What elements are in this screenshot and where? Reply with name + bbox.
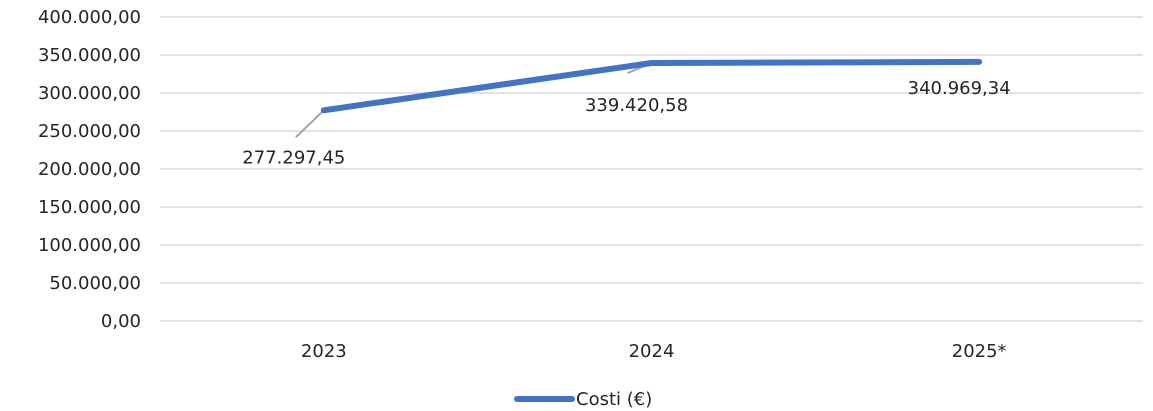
x-tick-label: 2025* [952,341,1007,362]
y-tick-label: 400.000,00 [38,7,141,28]
x-tick-label: 2023 [301,341,347,362]
legend: Costi (€) [514,389,652,410]
y-tick-label: 350.000,00 [38,45,141,66]
data-label: 277.297,45 [242,147,345,168]
y-tick-label: 250.000,00 [38,121,141,142]
series-costi [320,58,983,114]
data-label: 340.969,34 [908,78,1011,99]
y-tick-label: 150.000,00 [38,197,141,218]
x-tick-label: 2024 [629,341,675,362]
data-label: 339.420,58 [585,95,688,116]
y-tick-label: 100.000,00 [38,235,141,256]
data-point [651,62,652,64]
y-tick-label: 0,00 [101,311,141,332]
y-tick-label: 200.000,00 [38,159,141,180]
gridlines [160,16,1143,322]
leader-line [295,109,325,138]
y-tick-label: 50.000,00 [49,273,141,294]
x-axis: 2023 2024 2025* [301,341,1007,362]
y-axis: 0,00 50.000,00 100.000,00 150.000,00 200.000… [38,7,141,332]
data-labels: 277.297,45 339.420,58 340.969,34 [242,78,1010,168]
data-point [978,61,980,63]
y-tick-label: 300.000,00 [38,83,141,104]
legend-label: Costi (€) [576,389,652,410]
data-point [323,109,325,111]
